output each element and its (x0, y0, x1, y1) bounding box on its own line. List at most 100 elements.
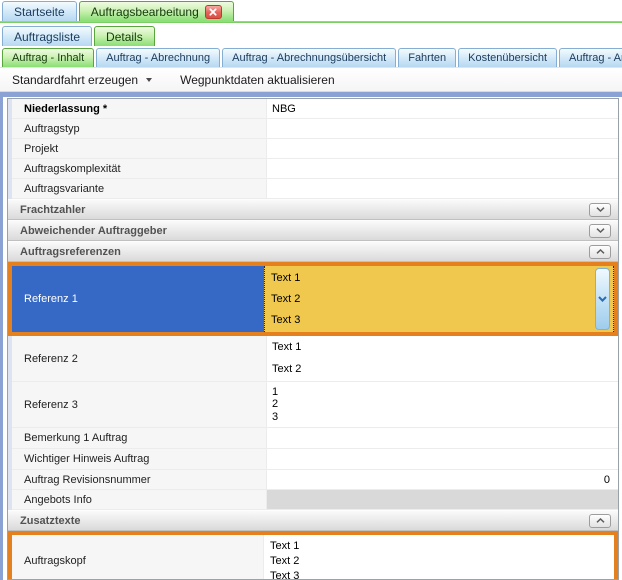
close-tab-button[interactable] (204, 4, 222, 19)
section-title: Zusatztexte (20, 514, 81, 527)
tab-label: Auftragsliste (14, 29, 81, 44)
tab-auftragsliste[interactable]: Auftragsliste (2, 26, 93, 46)
create-standard-trip-button[interactable]: Standardfahrt erzeugen (8, 71, 156, 89)
auftragsvariante-field[interactable] (267, 179, 618, 198)
tab-auftrag-abrechnung[interactable]: Auftrag - Abrechnung (96, 48, 221, 67)
tab-label: Details (106, 29, 143, 44)
table-row: Referenz 2 Text 1 Text 2 (12, 336, 618, 382)
tab-label: Auftrag - Abrechnungsübersicht (232, 52, 387, 64)
field-label-auftragsvariante: Auftragsvariante (12, 179, 267, 198)
table-row: Auftrag Revisionsnummer 0 (12, 470, 618, 490)
tab-label: Auftrag - Inhalt (12, 52, 85, 64)
section-title: Abweichender Auftraggeber (20, 224, 167, 237)
referenz2-field[interactable]: Text 1 Text 2 (267, 336, 618, 381)
auftragskopf-row-highlighted: Auftragskopf Text 1 Text 2 Text 3 (8, 531, 618, 580)
tab-startseite[interactable]: Startseite (2, 1, 77, 21)
value-line: 3 (272, 410, 279, 423)
field-label-auftragstyp: Auftragstyp (12, 119, 267, 138)
field-label-revisionsnummer: Auftrag Revisionsnummer (12, 470, 267, 489)
table-row: Wichtiger Hinweis Auftrag (12, 449, 618, 470)
section-title: Auftragsreferenzen (20, 245, 121, 258)
table-row: Auftragsvariante (12, 179, 618, 199)
auftragskopf-field[interactable]: Text 1 Text 2 Text 3 (264, 535, 614, 580)
update-waypoints-button[interactable]: Wegpunktdaten aktualisieren (176, 71, 339, 89)
button-label: Standardfahrt erzeugen (12, 72, 139, 87)
window-tab-bar: Startseite Auftragsbearbeitung (0, 0, 622, 21)
tab-label: Kostenübersicht (468, 52, 548, 64)
chevron-up-icon (595, 518, 605, 523)
expand-section-button[interactable] (589, 223, 611, 238)
collapse-section-button[interactable] (589, 513, 611, 528)
button-label: Wegpunktdaten aktualisieren (180, 72, 335, 87)
field-label-bemerkung1: Bemerkung 1 Auftrag (12, 428, 267, 448)
tab-details[interactable]: Details (94, 26, 155, 46)
tab-label: Fahrten (408, 52, 447, 64)
tab-label: Auftragsbearbeitung (90, 4, 199, 19)
table-row: Auftragskomplexität (12, 159, 618, 179)
tab-auftrag-inhalt[interactable]: Auftrag - Inhalt (2, 48, 95, 67)
value-line: 1 (272, 385, 279, 398)
section-title: Frachtzahler (20, 203, 86, 216)
field-label-projekt: Projekt (12, 139, 267, 158)
revisionsnummer-field[interactable]: 0 (603, 473, 610, 486)
tab-label: Startseite (14, 4, 65, 19)
section-header-frachtzahler[interactable]: Frachtzahler (8, 199, 618, 220)
referenz1-row-highlighted: Referenz 1 Text 1 Text 2 Text 3 (8, 262, 618, 336)
section-header-auftragsreferenzen[interactable]: Auftragsreferenzen (8, 241, 618, 262)
caret-down-icon (146, 77, 153, 82)
wichtiger-hinweis-field[interactable] (267, 449, 618, 469)
table-row: Angebots Info (12, 490, 618, 510)
section-header-abweichender-auftraggeber[interactable]: Abweichender Auftraggeber (8, 220, 618, 241)
value-line: Text 3 (270, 570, 300, 580)
collapse-section-button[interactable] (589, 244, 611, 259)
content-panel: Niederlassung * NBG Auftragstyp Projekt … (0, 92, 622, 580)
field-label-angebots-info: Angebots Info (12, 490, 267, 509)
detail-tab-bar: Auftragsliste Details (0, 23, 622, 46)
section-header-zusatztexte[interactable]: Zusatztexte (8, 510, 618, 531)
field-label-niederlassung: Niederlassung * (12, 99, 267, 118)
tab-kostenuebersicht[interactable]: Kostenübersicht (458, 48, 558, 67)
active-tab-underline (0, 21, 622, 23)
table-row: Niederlassung * NBG (12, 99, 618, 119)
tab-auftrag-arbeits[interactable]: Auftrag - Arbeits (559, 48, 622, 67)
table-row: Auftragstyp (12, 119, 618, 139)
value-line: Text 1 (271, 272, 301, 284)
close-icon (209, 7, 217, 16)
referenz3-field[interactable]: 1 2 3 (267, 382, 618, 427)
value-line: Text 2 (271, 293, 301, 305)
value-line: Text 1 (272, 341, 302, 353)
field-label-wichtiger-hinweis: Wichtiger Hinweis Auftrag (12, 449, 267, 469)
field-label-auftragskomplexitaet: Auftragskomplexität (12, 159, 267, 178)
referenz1-dropdown-button[interactable] (595, 268, 610, 330)
value-line: Text 2 (270, 554, 300, 567)
tab-fahrten[interactable]: Fahrten (398, 48, 457, 67)
auftragskomplexitaet-field[interactable] (267, 159, 618, 178)
expand-section-button[interactable] (589, 202, 611, 217)
field-label-referenz1: Referenz 1 (12, 266, 264, 332)
chevron-down-icon (598, 296, 607, 302)
value-line: 2 (272, 398, 279, 411)
projekt-field[interactable] (267, 139, 618, 158)
value-line: Text 3 (271, 314, 301, 326)
field-label-referenz3: Referenz 3 (12, 382, 267, 427)
tab-label: Auftrag - Arbeits (569, 52, 622, 64)
value-line: Text 2 (272, 362, 302, 375)
value-line: Text 1 (270, 539, 300, 552)
section-tab-bar: Auftrag - Inhalt Auftrag - Abrechnung Au… (0, 46, 622, 68)
order-form-table: Niederlassung * NBG Auftragstyp Projekt … (7, 98, 619, 580)
chevron-up-icon (595, 249, 605, 254)
table-row: Referenz 3 1 2 3 (12, 382, 618, 428)
tab-auftragsbearbeitung[interactable]: Auftragsbearbeitung (78, 1, 234, 21)
field-label-referenz2: Referenz 2 (12, 336, 267, 381)
bemerkung1-field[interactable] (267, 428, 618, 448)
chevron-down-icon (595, 228, 605, 233)
auftragstyp-field[interactable] (267, 119, 618, 138)
niederlassung-field[interactable]: NBG (272, 102, 296, 115)
tab-auftrag-abrechnungsuebersicht[interactable]: Auftrag - Abrechnungsübersicht (222, 48, 397, 67)
table-row: Bemerkung 1 Auftrag (12, 428, 618, 449)
field-label-auftragskopf: Auftragskopf (12, 535, 264, 579)
toolbar: Standardfahrt erzeugen Wegpunktdaten akt… (0, 68, 622, 92)
referenz1-field[interactable]: Text 1 Text 2 Text 3 (264, 266, 614, 332)
angebots-info-field-readonly (267, 490, 618, 509)
chevron-down-icon (595, 207, 605, 212)
